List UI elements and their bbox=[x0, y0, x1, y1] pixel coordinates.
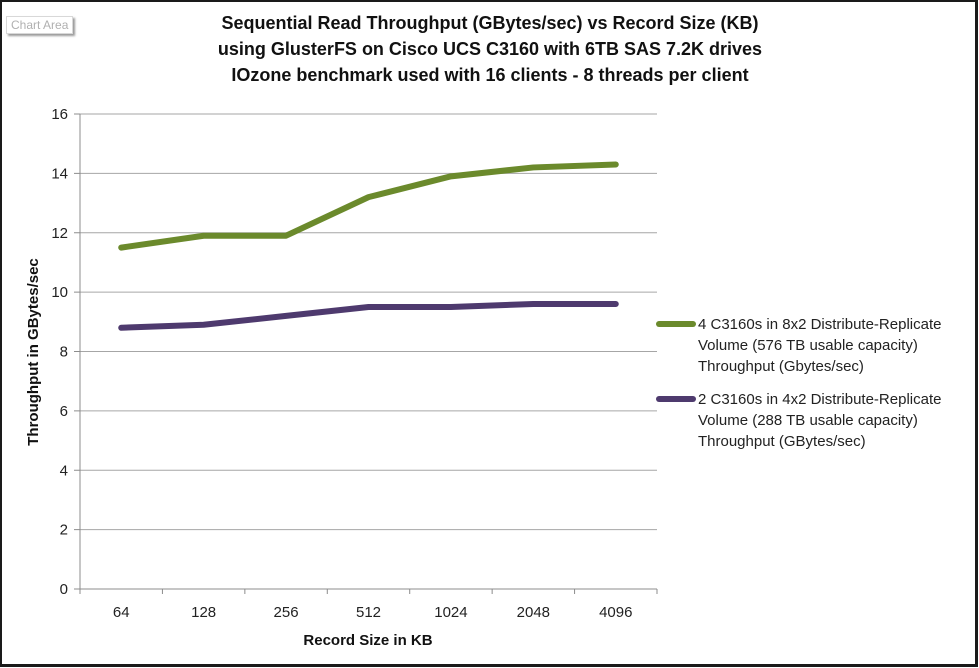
legend-swatch-green bbox=[656, 321, 696, 327]
chart-title-line-1: Sequential Read Throughput (GBytes/sec) … bbox=[221, 13, 759, 33]
y-tick-label: 14 bbox=[51, 165, 68, 182]
y-tick-label: 6 bbox=[60, 403, 68, 420]
x-tick-labels: 64 128 256 512 1024 2048 4096 bbox=[113, 604, 633, 621]
chart-title: Sequential Read Throughput (GBytes/sec) … bbox=[180, 10, 800, 88]
legend-item-series-1: 4 C3160s in 8x2 Distribute-Replicate Vol… bbox=[656, 314, 976, 377]
y-tick-label: 16 bbox=[51, 106, 68, 123]
y-tick-label: 2 bbox=[60, 522, 68, 539]
x-axis-title: Record Size in KB bbox=[303, 632, 432, 649]
x-tick-label: 128 bbox=[191, 604, 216, 621]
legend-label-line: 4 C3160s in 8x2 Distribute-Replicate bbox=[698, 316, 942, 333]
legend-label-line: Throughput (GBytes/sec) bbox=[698, 433, 866, 450]
y-tick-labels: 0 2 4 6 8 10 12 14 16 bbox=[51, 106, 68, 598]
legend-label-line: 2 C3160s in 4x2 Distribute-Replicate bbox=[698, 391, 942, 408]
series-lines bbox=[118, 161, 619, 331]
x-tick-label: 512 bbox=[356, 604, 381, 621]
gridlines bbox=[80, 113, 657, 531]
legend-label-line: Volume (288 TB usable capacity) bbox=[698, 412, 918, 429]
y-tick-label: 8 bbox=[60, 344, 68, 361]
y-tick-label: 4 bbox=[60, 462, 68, 479]
legend-item-series-2: 2 C3160s in 4x2 Distribute-Replicate Vol… bbox=[656, 389, 976, 452]
legend-swatch-purple bbox=[656, 396, 696, 402]
series-line-1 bbox=[118, 161, 619, 251]
y-tick-label: 0 bbox=[60, 581, 68, 598]
x-tick-label: 1024 bbox=[434, 604, 467, 621]
chart-title-line-3: IOzone benchmark used with 16 clients - … bbox=[231, 65, 749, 85]
legend-label-line: Volume (576 TB usable capacity) bbox=[698, 337, 918, 354]
axes bbox=[74, 113, 658, 594]
y-axis-title: Throughput in GBytes/sec bbox=[25, 258, 42, 446]
chart-title-line-2: using GlusterFS on Cisco UCS C3160 with … bbox=[217, 39, 763, 59]
series-line-2 bbox=[118, 301, 619, 331]
chart-area-tooltip: Chart Area bbox=[6, 16, 74, 34]
x-tick-label: 4096 bbox=[599, 604, 632, 621]
x-tick-label: 256 bbox=[274, 604, 299, 621]
legend-label-line: Throughput (Gbytes/sec) bbox=[698, 358, 864, 375]
y-tick-label: 12 bbox=[51, 225, 68, 242]
x-tick-label: 2048 bbox=[517, 604, 550, 621]
y-tick-label: 10 bbox=[51, 284, 68, 301]
legend: 4 C3160s in 8x2 Distribute-Replicate Vol… bbox=[656, 314, 976, 464]
x-tick-label: 64 bbox=[113, 604, 130, 621]
